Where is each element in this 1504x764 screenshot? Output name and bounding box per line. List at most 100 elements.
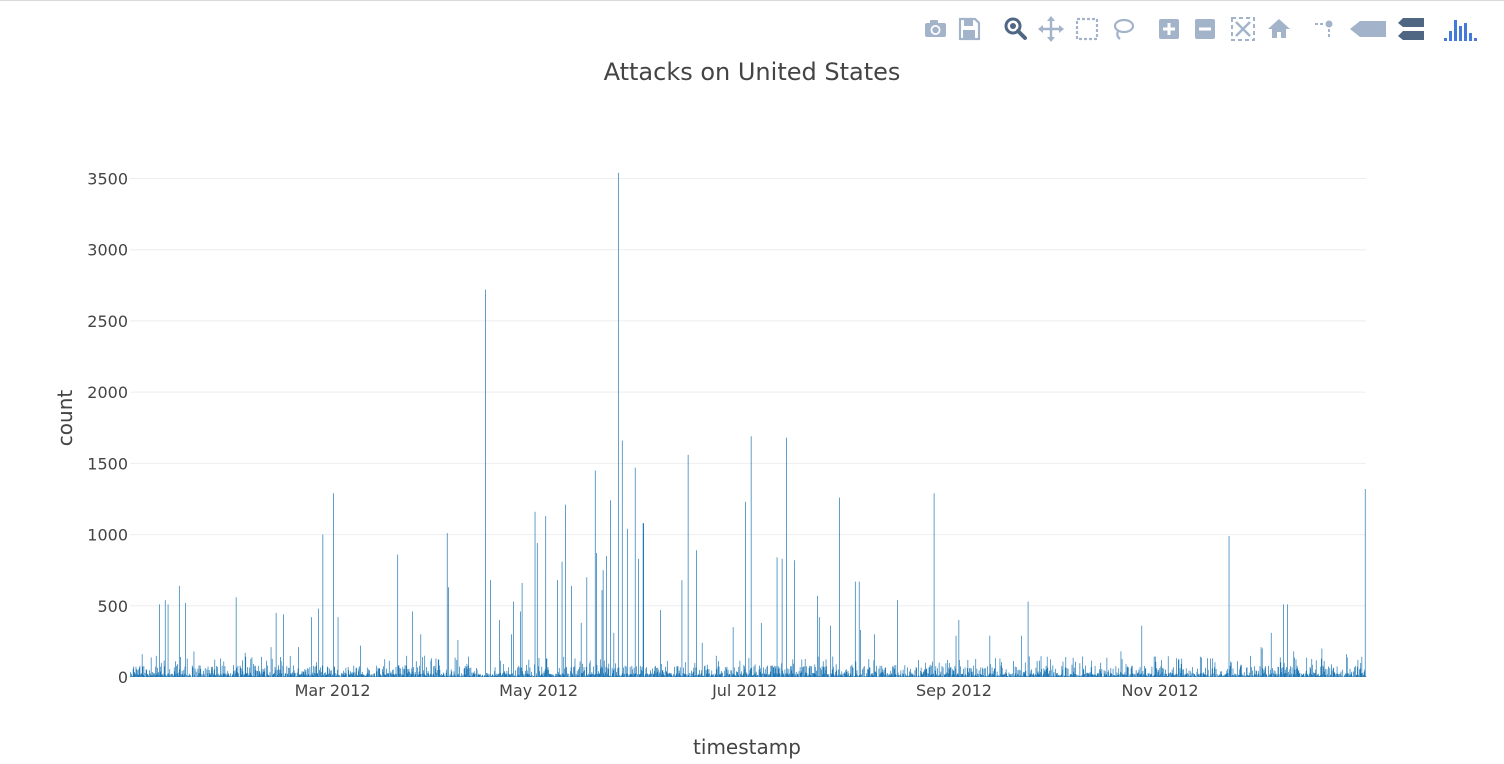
bar[interactable] xyxy=(1201,657,1202,677)
bar[interactable] xyxy=(1242,675,1244,677)
bar[interactable] xyxy=(345,667,347,677)
bar[interactable] xyxy=(1242,675,1243,677)
bar[interactable] xyxy=(1256,671,1257,677)
bar[interactable] xyxy=(538,657,540,677)
bar[interactable] xyxy=(682,673,684,677)
bar[interactable] xyxy=(305,671,306,677)
bar[interactable] xyxy=(278,665,279,677)
bar[interactable] xyxy=(373,675,374,677)
bar[interactable] xyxy=(1103,670,1105,677)
bar[interactable] xyxy=(813,673,815,677)
bar[interactable] xyxy=(547,669,548,677)
zoom-in-button[interactable] xyxy=(1154,14,1184,44)
bar[interactable] xyxy=(334,667,336,677)
bar[interactable] xyxy=(682,675,683,677)
bar[interactable] xyxy=(467,669,468,677)
bar[interactable] xyxy=(1187,673,1188,677)
bar[interactable] xyxy=(545,516,547,677)
bar[interactable] xyxy=(881,668,883,677)
bar[interactable] xyxy=(1344,676,1346,677)
bar[interactable] xyxy=(880,673,881,677)
bar[interactable] xyxy=(427,671,429,677)
bar[interactable] xyxy=(817,595,818,677)
bar[interactable] xyxy=(832,656,834,677)
bar[interactable] xyxy=(1099,671,1101,677)
bar[interactable] xyxy=(700,675,701,677)
bar[interactable] xyxy=(560,674,562,677)
bar[interactable] xyxy=(1226,668,1228,677)
bar[interactable] xyxy=(1091,674,1093,677)
bar[interactable] xyxy=(629,674,630,677)
bar[interactable] xyxy=(578,669,579,677)
bar[interactable] xyxy=(798,671,800,677)
bar[interactable] xyxy=(247,667,248,677)
bar[interactable] xyxy=(283,614,284,677)
bar[interactable] xyxy=(1353,671,1354,677)
bar[interactable] xyxy=(995,658,996,677)
bar[interactable] xyxy=(1295,659,1297,677)
bar[interactable] xyxy=(361,674,363,677)
bar[interactable] xyxy=(912,674,914,677)
bar[interactable] xyxy=(768,675,770,677)
bar[interactable] xyxy=(579,661,581,677)
bar[interactable] xyxy=(195,671,197,677)
bar[interactable] xyxy=(481,675,483,677)
bar[interactable] xyxy=(509,674,511,677)
bar[interactable] xyxy=(153,673,154,677)
bar[interactable] xyxy=(449,674,451,677)
bar[interactable] xyxy=(219,675,221,677)
bar[interactable] xyxy=(138,675,140,677)
bar[interactable] xyxy=(884,668,886,677)
bar[interactable] xyxy=(1207,669,1209,677)
bar[interactable] xyxy=(309,667,311,677)
bar[interactable] xyxy=(1070,674,1072,677)
bar[interactable] xyxy=(1220,674,1222,677)
bar[interactable] xyxy=(1350,675,1351,677)
bar[interactable] xyxy=(1220,671,1221,677)
bar[interactable] xyxy=(1331,670,1333,677)
bar[interactable] xyxy=(686,676,687,677)
bar[interactable] xyxy=(585,675,587,677)
bar[interactable] xyxy=(917,659,919,677)
bar[interactable] xyxy=(211,666,212,677)
bar[interactable] xyxy=(546,658,548,677)
bar[interactable] xyxy=(910,668,911,677)
bar[interactable] xyxy=(1189,675,1191,677)
bar[interactable] xyxy=(1082,656,1084,677)
bar[interactable] xyxy=(1318,673,1319,677)
bar[interactable] xyxy=(998,675,1000,677)
bar[interactable] xyxy=(1005,672,1006,677)
bar[interactable] xyxy=(401,676,402,677)
bar[interactable] xyxy=(1250,655,1251,677)
bar[interactable] xyxy=(1211,668,1213,677)
bar[interactable] xyxy=(136,669,137,677)
bar[interactable] xyxy=(838,675,840,677)
bar[interactable] xyxy=(984,668,986,677)
bar[interactable] xyxy=(858,676,860,677)
bar[interactable] xyxy=(844,672,845,677)
bar[interactable] xyxy=(1342,669,1344,677)
bar[interactable] xyxy=(687,676,688,677)
bar[interactable] xyxy=(801,659,803,677)
bar[interactable] xyxy=(862,669,863,677)
bar[interactable] xyxy=(1123,674,1125,677)
bar[interactable] xyxy=(733,667,735,677)
bar[interactable] xyxy=(493,676,494,677)
bar[interactable] xyxy=(404,665,406,677)
bar[interactable] xyxy=(1204,674,1206,677)
bar[interactable] xyxy=(1085,676,1087,677)
bar[interactable] xyxy=(626,673,628,678)
bar[interactable] xyxy=(504,671,505,677)
bar[interactable] xyxy=(1101,668,1103,677)
bar[interactable] xyxy=(1176,658,1178,677)
bar[interactable] xyxy=(414,676,415,677)
bar[interactable] xyxy=(419,665,420,677)
bar[interactable] xyxy=(320,667,321,677)
bar[interactable] xyxy=(642,523,644,677)
bar[interactable] xyxy=(1273,670,1275,677)
bar[interactable] xyxy=(883,669,885,677)
bar[interactable] xyxy=(266,660,267,677)
bar[interactable] xyxy=(424,655,426,677)
bar[interactable] xyxy=(256,676,257,677)
bar[interactable] xyxy=(179,669,181,677)
